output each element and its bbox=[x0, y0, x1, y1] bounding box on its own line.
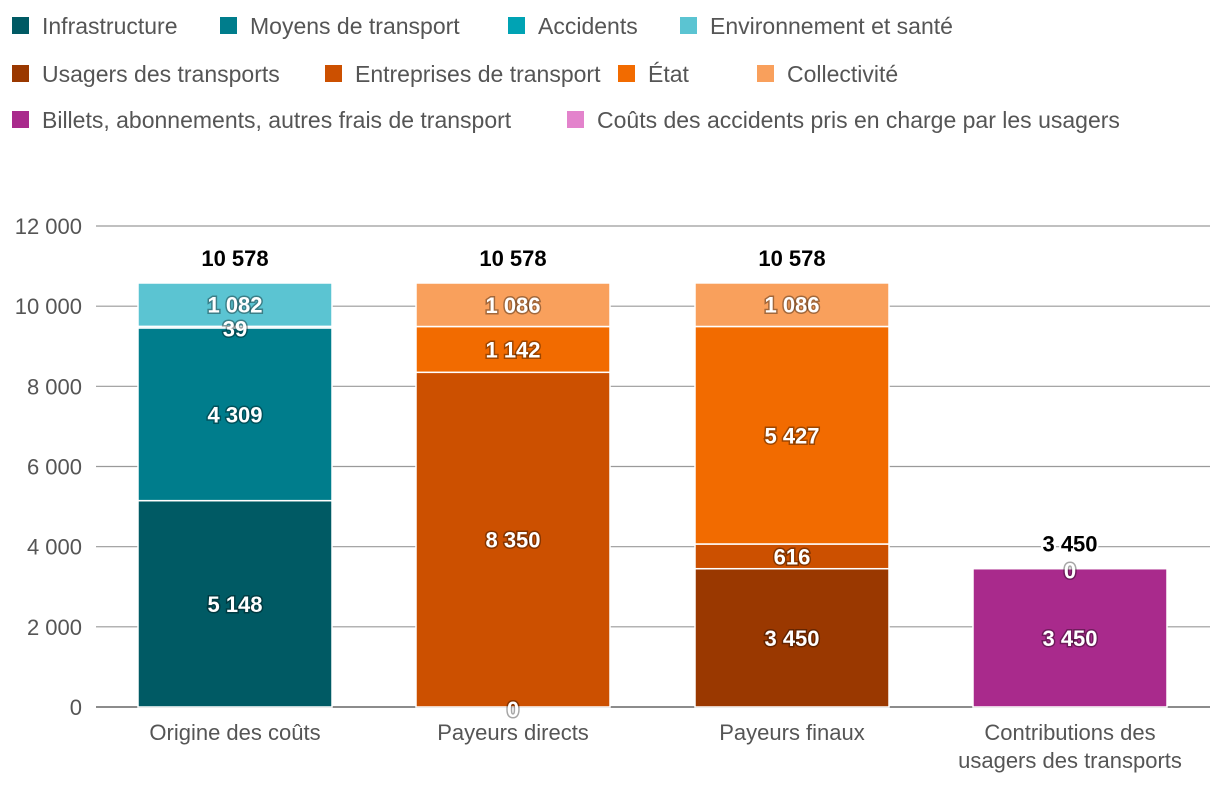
legend-label: État bbox=[648, 61, 690, 87]
legend-item-entreprises-de-transport: Entreprises de transport bbox=[325, 61, 601, 87]
legend-item-infrastructure: Infrastructure bbox=[12, 13, 178, 39]
legend-swatch bbox=[508, 17, 525, 34]
legend-swatch bbox=[12, 111, 29, 128]
legend-swatch bbox=[12, 17, 29, 34]
bar-segment bbox=[137, 282, 333, 328]
legend-swatch bbox=[325, 65, 342, 82]
bar-segment bbox=[137, 499, 333, 708]
bar-segment bbox=[415, 371, 611, 708]
legend-item-accidents: Accidents bbox=[508, 13, 638, 39]
total-value-label: 3 450 bbox=[1042, 532, 1097, 557]
total-labels: 10 578 10 578 10 578 3 450 bbox=[199, 244, 1099, 559]
segment-value-label: 3 450 bbox=[764, 626, 819, 651]
y-tick-label: 2 000 bbox=[27, 615, 82, 640]
legend-label: Environnement et santé bbox=[710, 13, 953, 39]
legend-item-etat: État bbox=[618, 61, 690, 87]
legend-item-environnement-et-sante: Environnement et santé bbox=[680, 13, 953, 39]
bar-segment bbox=[972, 567, 1168, 708]
total-value-label: 10 578 bbox=[201, 246, 268, 271]
legend-swatch bbox=[757, 65, 774, 82]
bar-segment bbox=[694, 567, 890, 708]
legend-swatch bbox=[12, 65, 29, 82]
legend-label: Infrastructure bbox=[42, 13, 178, 39]
segment-value-label: 1 086 bbox=[764, 293, 819, 318]
legend-label: Moyens de transport bbox=[250, 13, 460, 39]
bar-segment bbox=[415, 282, 611, 328]
segment-value-label: 0 bbox=[1064, 559, 1076, 584]
bar-segment bbox=[694, 282, 890, 328]
legend-swatch bbox=[618, 65, 635, 82]
legend-label: Collectivité bbox=[787, 61, 898, 87]
segment-labels: 5 148 4 309 391 082 0 8 350 1 142 1 086 3 450 61… bbox=[206, 291, 1099, 723]
y-axis: 0 2 000 4 000 6 000 8 000 10 000 12 000 bbox=[15, 214, 82, 720]
legend-item-collectivite: Collectivité bbox=[757, 61, 898, 87]
segment-value-label: 5 427 bbox=[764, 423, 819, 448]
legend-swatch bbox=[567, 111, 584, 128]
legend-label: Coûts des accidents pris en charge par l… bbox=[597, 107, 1120, 133]
segment-value-label: 0 bbox=[507, 697, 519, 722]
bars bbox=[137, 282, 1168, 708]
bar-segment bbox=[694, 543, 890, 570]
y-tick-label: 4 000 bbox=[27, 535, 82, 560]
segment-value-label: 3 450 bbox=[1042, 626, 1097, 651]
segment-value-label: 8 350 bbox=[485, 528, 540, 553]
legend-swatch bbox=[680, 17, 697, 34]
x-category-label: Origine des coûts bbox=[149, 720, 320, 745]
y-tick-label: 8 000 bbox=[27, 374, 82, 399]
legend-item-couts-des-accidents-pris-en-charge-par-les-usagers: Coûts des accidents pris en charge par l… bbox=[567, 107, 1120, 133]
y-tick-label: 6 000 bbox=[27, 455, 82, 480]
segment-value-label: 1 082 bbox=[207, 293, 262, 318]
segment-value-label: 39 bbox=[223, 316, 247, 341]
legend-swatch bbox=[220, 17, 237, 34]
bar-segment bbox=[694, 325, 890, 545]
segment-value-label: 1 086 bbox=[485, 293, 540, 318]
legend-label: Accidents bbox=[538, 13, 638, 39]
legend-label: Billets, abonnements, autres frais de tr… bbox=[42, 107, 512, 133]
y-tick-label: 10 000 bbox=[15, 294, 82, 319]
segment-value-label: 4 309 bbox=[207, 402, 262, 427]
segment-value-label: 5 148 bbox=[207, 592, 262, 617]
y-tick-label: 12 000 bbox=[15, 214, 82, 239]
x-category-label: Payeurs directs bbox=[437, 720, 589, 745]
x-category-label: usagers des transports bbox=[958, 748, 1182, 773]
legend-label: Entreprises de transport bbox=[355, 61, 601, 87]
segment-value-label: 616 bbox=[774, 544, 811, 569]
segment-value-label: 1 142 bbox=[485, 337, 540, 362]
x-category-label: Payeurs finaux bbox=[719, 720, 865, 745]
total-value-label: 10 578 bbox=[758, 246, 825, 271]
legend-item-usagers-des-transports: Usagers des transports bbox=[12, 61, 280, 87]
bar-segment bbox=[415, 325, 611, 374]
legend: Infrastructure Moyens de transport Acciden… bbox=[12, 13, 1120, 133]
legend-item-billets-abonnements-autres-frais-de-transport: Billets, abonnements, autres frais de tr… bbox=[12, 107, 512, 133]
total-value-label: 10 578 bbox=[479, 246, 546, 271]
legend-item-moyens-de-transport: Moyens de transport bbox=[220, 13, 460, 39]
x-axis: Origine des coûts Payeurs directs Payeurs … bbox=[149, 720, 1181, 773]
y-tick-label: 0 bbox=[70, 695, 82, 720]
legend-label: Usagers des transports bbox=[42, 61, 280, 87]
x-category-label: Contributions des bbox=[984, 720, 1155, 745]
bar-segment bbox=[137, 327, 333, 502]
